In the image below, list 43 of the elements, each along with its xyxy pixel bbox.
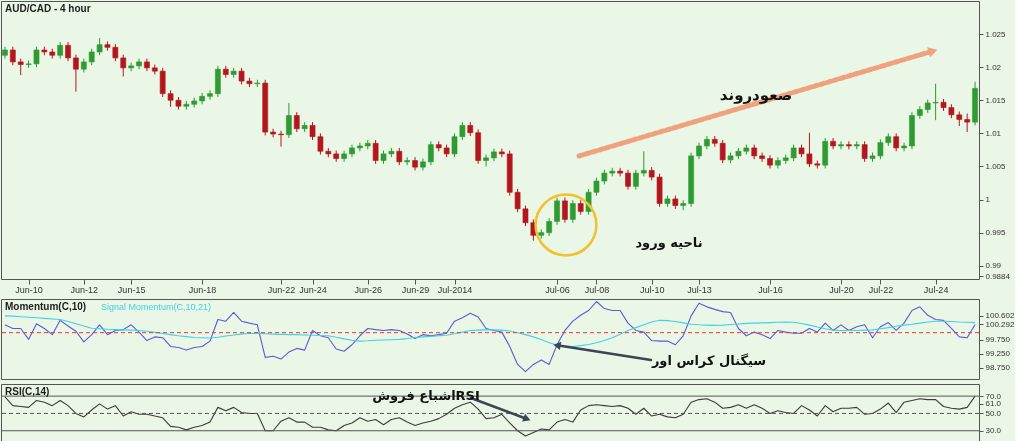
x-tick-label: Jul-24 [923, 284, 949, 295]
y-tick-label: 100.292 [985, 319, 1015, 329]
y-tick-label: 30.0 [985, 426, 1002, 436]
y-tick-label: 61.0 [985, 399, 1002, 409]
y-tick-label: 98.750 [985, 363, 1011, 373]
x-tick-label: Jul-20 [829, 284, 854, 295]
x-tick-label: Jun-15 [117, 284, 146, 295]
x-tick-label: Jul-13 [687, 284, 712, 295]
x-tick-label: Jun-29 [401, 284, 430, 295]
chart-title: AUD/CAD - 4 hour [5, 3, 91, 14]
y-tick-label: 70.0 [985, 391, 1002, 401]
x-tick-label: Jun-10 [15, 284, 43, 295]
x-tick-label: Jul-08 [584, 284, 610, 295]
x-tick-label: Jul-2014 [437, 284, 473, 295]
annotation: سیگنال کراس اور [650, 353, 767, 368]
x-tick-label: Jul-10 [639, 284, 665, 295]
y-tick-label: 1.015 [985, 95, 1007, 105]
y-tick-label: 0.99 [985, 261, 1002, 271]
annotation: اشباع فروشRSI [372, 388, 480, 403]
y-tick-label: 99.250 [985, 349, 1011, 359]
chart-title: RSI(C,14) [5, 386, 50, 397]
x-tick-label: Jun-18 [188, 284, 217, 295]
annotation: صعودروند [719, 86, 793, 104]
y-tick-label: 1.005 [985, 161, 1007, 171]
y-tick-label: 1 [985, 195, 991, 205]
y-tick-label: 1.02 [985, 62, 1002, 72]
y-tick-label: 1.025 [985, 29, 1007, 39]
x-tick-label: Jul-16 [758, 284, 783, 295]
x-tick-label: Jul-22 [868, 284, 894, 295]
annotation: ناحیه ورود [635, 235, 703, 250]
x-tick-label: Jun-22 [267, 284, 296, 295]
series-label: Signal Momentum(C,10,21) [101, 302, 212, 312]
y-tick-label: 1.01 [985, 128, 1002, 138]
y-tick-label: 0.9884 [985, 271, 1011, 281]
x-tick-label: Jun-12 [70, 284, 99, 295]
x-tick-label: Jun-26 [354, 284, 383, 295]
x-tick-label: Jul-06 [545, 284, 570, 295]
x-tick-label: Jun-24 [299, 284, 327, 295]
chart-title: Momentum(C,10) [5, 301, 87, 312]
y-tick-label: 50.0 [985, 408, 1002, 418]
y-tick-label: 100.602 [985, 311, 1015, 321]
y-tick-label: 0.995 [985, 228, 1007, 238]
y-tick-label: 99.750 [985, 335, 1011, 345]
